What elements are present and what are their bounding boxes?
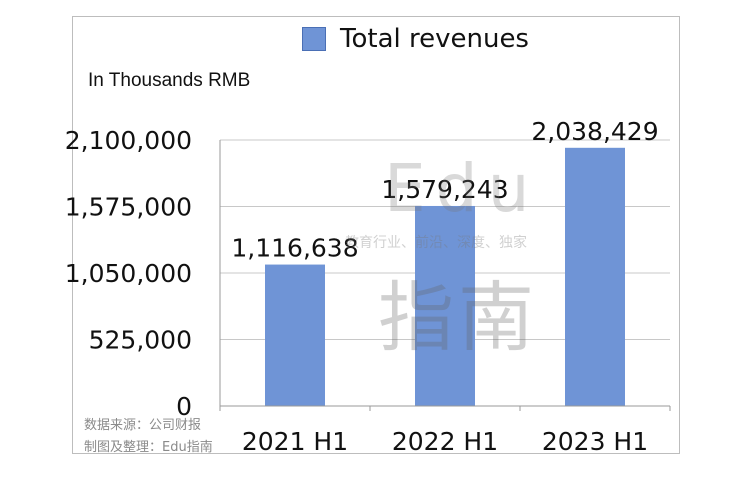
- source-line-1: 数据来源：公司财报: [84, 418, 202, 433]
- axes: [219, 140, 671, 411]
- x-tick-labels: 2021 H1 2022 H1 2023 H1: [242, 427, 648, 456]
- unit-label: In Thousands RMB: [88, 70, 251, 91]
- legend-swatch: [302, 27, 326, 51]
- legend-label: Total revenues: [340, 24, 529, 54]
- x-tick-label: 2021 H1: [242, 427, 348, 456]
- y-tick-label: 1,050,000: [65, 259, 192, 288]
- watermark-edu: Edu: [384, 150, 540, 227]
- y-tick-labels: 0 525,000 1,050,000 1,575,000 2,100,000: [65, 126, 192, 421]
- x-tick-label: 2022 H1: [392, 427, 498, 456]
- y-tick-label: 525,000: [89, 326, 192, 355]
- watermark-tagline: 教育行业、前沿、深度、独家: [345, 235, 527, 251]
- bar: [265, 264, 325, 406]
- data-label: 2,038,429: [531, 117, 658, 146]
- data-label: 1,579,243: [381, 175, 508, 204]
- source-line-2: 制图及整理：Edu指南: [84, 440, 213, 455]
- bar: [565, 147, 625, 406]
- y-tick-label: 0: [176, 392, 192, 421]
- watermark-cn: 指南: [378, 273, 538, 362]
- legend: Total revenues: [302, 24, 529, 54]
- bar: [415, 205, 475, 406]
- data-labels: 1,116,638 1,579,243 2,038,429: [231, 117, 658, 263]
- x-tick-label: 2023 H1: [542, 427, 648, 456]
- y-tick-label: 1,575,000: [65, 193, 192, 222]
- bars: [265, 147, 625, 406]
- data-label: 1,116,638: [231, 234, 358, 263]
- y-tick-label: 2,100,000: [65, 126, 192, 155]
